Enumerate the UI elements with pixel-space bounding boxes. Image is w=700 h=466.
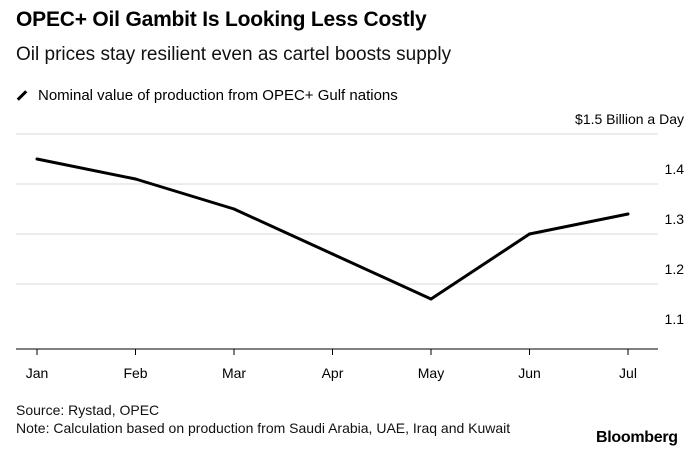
x-tick-label: Feb <box>123 365 147 381</box>
y-tick-label: 1.4 <box>665 161 685 177</box>
series-line <box>36 157 629 301</box>
x-tick-label: Jan <box>26 365 49 381</box>
legend-label: Nominal value of production from OPEC+ G… <box>38 86 398 104</box>
x-tick-label: Apr <box>322 365 344 381</box>
x-tick-label: Mar <box>222 365 246 381</box>
data-point <box>35 157 39 161</box>
source-text: Source: Rystad, OPEC <box>16 402 160 418</box>
data-point <box>232 207 236 211</box>
note-text: Note: Calculation based on production fr… <box>16 420 511 436</box>
x-tick-label: Jun <box>518 365 541 381</box>
legend: Nominal value of production from OPEC+ G… <box>16 85 398 105</box>
data-point <box>626 212 630 216</box>
y-tick-label: 1.3 <box>665 211 685 227</box>
x-tick-label: Jul <box>619 365 637 381</box>
data-point <box>134 177 137 181</box>
data-point <box>528 232 531 236</box>
y-unit-label: $1.5 Billion a Day <box>575 111 684 127</box>
chart-subtitle: Oil prices stay resilient even as cartel… <box>16 44 452 65</box>
y-tick-label: 1.1 <box>665 311 685 327</box>
data-point <box>429 297 433 301</box>
y-tick-label: 1.2 <box>665 261 685 277</box>
chart-title: OPEC+ Oil Gambit Is Looking Less Costly <box>16 8 427 31</box>
footnotes: Source: Rystad, OPEC Note: Calculation b… <box>16 401 516 437</box>
x-tick-label: May <box>418 365 444 381</box>
data-point <box>331 252 334 256</box>
bloomberg-logo: Bloomberg <box>596 429 678 446</box>
